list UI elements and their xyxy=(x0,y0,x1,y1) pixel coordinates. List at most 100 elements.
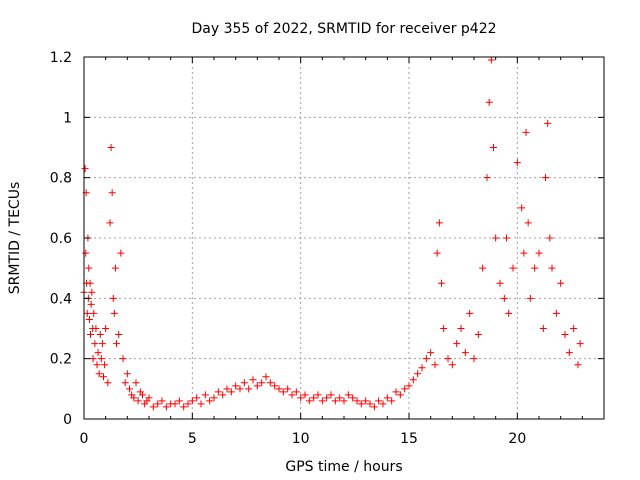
grid-lines xyxy=(84,57,604,419)
data-point xyxy=(318,397,326,405)
data-point xyxy=(109,294,117,302)
data-point xyxy=(145,394,153,402)
data-point xyxy=(121,379,129,387)
data-point xyxy=(184,400,192,408)
data-point xyxy=(98,340,106,348)
data-point xyxy=(461,349,469,357)
data-point xyxy=(524,219,532,227)
data-point xyxy=(535,249,543,257)
data-point xyxy=(435,219,443,227)
data-point xyxy=(427,349,435,357)
data-point xyxy=(210,394,218,402)
data-point xyxy=(392,388,400,396)
data-point xyxy=(544,119,552,127)
data-point xyxy=(119,355,127,363)
chart-title: Day 355 of 2022, SRMTID for receiver p42… xyxy=(191,21,496,37)
data-point xyxy=(565,349,573,357)
data-point xyxy=(201,391,209,399)
x-tick-label: 20 xyxy=(508,431,526,447)
data-point xyxy=(466,309,474,317)
data-point xyxy=(388,397,396,405)
data-point xyxy=(301,391,309,399)
data-point xyxy=(149,403,157,411)
data-point xyxy=(83,309,91,317)
data-point xyxy=(327,391,335,399)
data-point xyxy=(97,355,105,363)
data-point xyxy=(93,361,101,369)
data-point xyxy=(444,355,452,363)
data-point xyxy=(219,391,227,399)
data-point xyxy=(418,364,426,372)
data-point xyxy=(542,174,549,182)
data-point xyxy=(115,331,123,339)
x-tick-label: 10 xyxy=(292,431,310,447)
data-point xyxy=(366,400,374,408)
data-point xyxy=(362,397,370,405)
data-point xyxy=(414,370,422,378)
data-point xyxy=(85,264,93,272)
data-point xyxy=(505,309,513,317)
data-point xyxy=(292,388,300,396)
data-point xyxy=(275,385,283,393)
data-point xyxy=(305,397,313,405)
data-point xyxy=(240,379,248,387)
y-tick-label: 0.6 xyxy=(50,231,72,247)
data-point xyxy=(409,376,417,384)
data-point xyxy=(86,279,94,287)
x-axis-label: GPS time / hours xyxy=(285,459,402,475)
data-point xyxy=(288,391,296,399)
data-point xyxy=(340,397,348,405)
data-point xyxy=(570,325,578,332)
data-point xyxy=(490,144,497,151)
data-point xyxy=(576,340,584,348)
data-point xyxy=(279,388,287,396)
data-point xyxy=(180,403,188,411)
y-tick-label: 0 xyxy=(63,412,72,428)
data-point xyxy=(431,361,439,369)
x-tick-label: 5 xyxy=(188,431,197,447)
data-point xyxy=(357,400,365,408)
data-point xyxy=(522,128,530,136)
data-point xyxy=(162,403,170,411)
data-point xyxy=(539,325,547,332)
data-point xyxy=(197,400,205,408)
data-point xyxy=(323,394,331,402)
data-point xyxy=(102,325,110,332)
data-point xyxy=(453,340,461,348)
data-point xyxy=(132,379,140,387)
data-point xyxy=(422,355,430,363)
data-point xyxy=(401,385,409,393)
data-point xyxy=(349,394,357,402)
data-point xyxy=(266,379,274,387)
data-point xyxy=(130,394,138,402)
data-point xyxy=(111,264,119,272)
y-axis-label: SRMTID / TECUs xyxy=(7,182,23,295)
data-point xyxy=(503,234,510,242)
data-point xyxy=(113,340,120,348)
data-point xyxy=(557,279,565,287)
data-point xyxy=(500,294,508,302)
data-point xyxy=(249,376,257,384)
data-point xyxy=(433,249,441,257)
data-point xyxy=(214,388,222,396)
data-point xyxy=(101,361,109,369)
data-point xyxy=(548,264,556,272)
data-point xyxy=(81,165,89,173)
data-point xyxy=(95,370,103,378)
x-tick-label: 0 xyxy=(80,431,89,447)
data-point xyxy=(175,397,183,405)
data-point xyxy=(87,300,95,308)
data-point xyxy=(487,56,495,64)
data-point xyxy=(106,219,114,227)
data-point xyxy=(85,315,93,323)
data-point xyxy=(379,400,387,408)
data-point xyxy=(531,264,539,272)
data-point xyxy=(284,385,292,393)
y-tick-label: 0.2 xyxy=(50,352,72,368)
data-point xyxy=(88,288,96,296)
data-point xyxy=(526,294,534,302)
data-point xyxy=(91,340,99,348)
data-point xyxy=(126,385,133,393)
data-point xyxy=(154,400,162,408)
data-point xyxy=(518,204,526,212)
